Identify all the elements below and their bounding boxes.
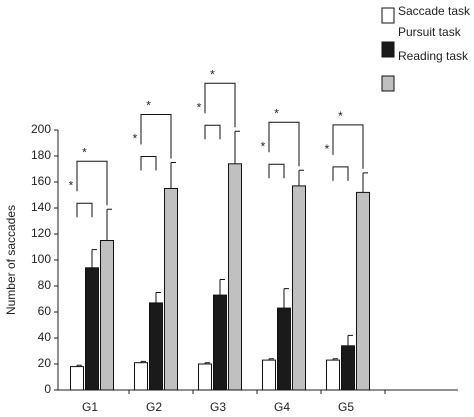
bar: [277, 307, 291, 391]
bar: [356, 191, 370, 391]
significance-star: *: [69, 178, 74, 192]
y-tick-label: 120: [31, 226, 51, 240]
error-bar: [219, 279, 225, 296]
significance-star: *: [197, 100, 202, 114]
y-tick-label: 100: [31, 252, 51, 266]
bar: [100, 240, 114, 391]
bar: [134, 362, 148, 391]
error-bar: [170, 162, 176, 189]
y-tick-label: 20: [38, 356, 52, 370]
bracket: [204, 82, 236, 128]
bracket: [140, 114, 172, 159]
error-bar: [91, 249, 97, 268]
y-tick-label: 0: [44, 382, 51, 396]
error-bar: [234, 130, 240, 164]
x-tick-label: G2: [146, 400, 162, 414]
legend-swatch: [381, 7, 395, 24]
bracket: [332, 124, 364, 169]
error-bar: [106, 208, 112, 241]
significance-star: *: [210, 67, 215, 81]
error-bar: [362, 172, 368, 193]
error-bar: [347, 334, 353, 346]
bracket: [140, 156, 157, 171]
significance-star: *: [261, 139, 266, 153]
y-tick-label: 60: [38, 304, 52, 318]
bar: [70, 366, 84, 391]
y-tick-label: 200: [31, 122, 51, 136]
bar: [213, 294, 227, 391]
bar: [262, 359, 276, 391]
bar: [292, 185, 306, 391]
bar: [228, 163, 242, 391]
significance-star: *: [133, 132, 138, 146]
x-tick-label: G1: [82, 400, 98, 414]
y-tick-label: 40: [38, 330, 52, 344]
y-tick-label: 180: [31, 148, 51, 162]
x-tick-label: G3: [210, 400, 226, 414]
y-axis-label: Number of saccades: [4, 205, 18, 315]
significance-star: *: [274, 106, 279, 120]
y-tick-label: 80: [38, 278, 52, 292]
bar: [85, 267, 99, 391]
bracket: [204, 124, 221, 140]
error-bar: [298, 169, 304, 186]
y-tick-label: 160: [31, 174, 51, 188]
bracket: [76, 202, 93, 218]
bar: [164, 188, 178, 391]
bar: [149, 302, 163, 391]
legend-swatch: [381, 41, 395, 58]
legend-swatch: [381, 75, 395, 92]
x-tick-label: G5: [338, 400, 354, 414]
error-bar: [155, 292, 161, 303]
legend-label: Saccade task: [398, 4, 471, 18]
bracket: [268, 121, 300, 167]
significance-star: *: [338, 109, 343, 123]
bar: [341, 345, 355, 391]
bar: [326, 359, 340, 391]
bar: [198, 363, 212, 391]
y-tick-label: 140: [31, 200, 51, 214]
x-tick-label: G4: [274, 400, 290, 414]
bracket: [332, 166, 349, 181]
significance-star: *: [82, 145, 87, 159]
error-bar: [283, 288, 289, 309]
bracket: [268, 163, 285, 179]
legend-label: Pursuit task: [398, 25, 462, 39]
significance-star: *: [325, 142, 330, 156]
significance-star: *: [146, 99, 151, 113]
legend-label: Reading task: [398, 49, 469, 63]
bracket: [76, 160, 108, 206]
